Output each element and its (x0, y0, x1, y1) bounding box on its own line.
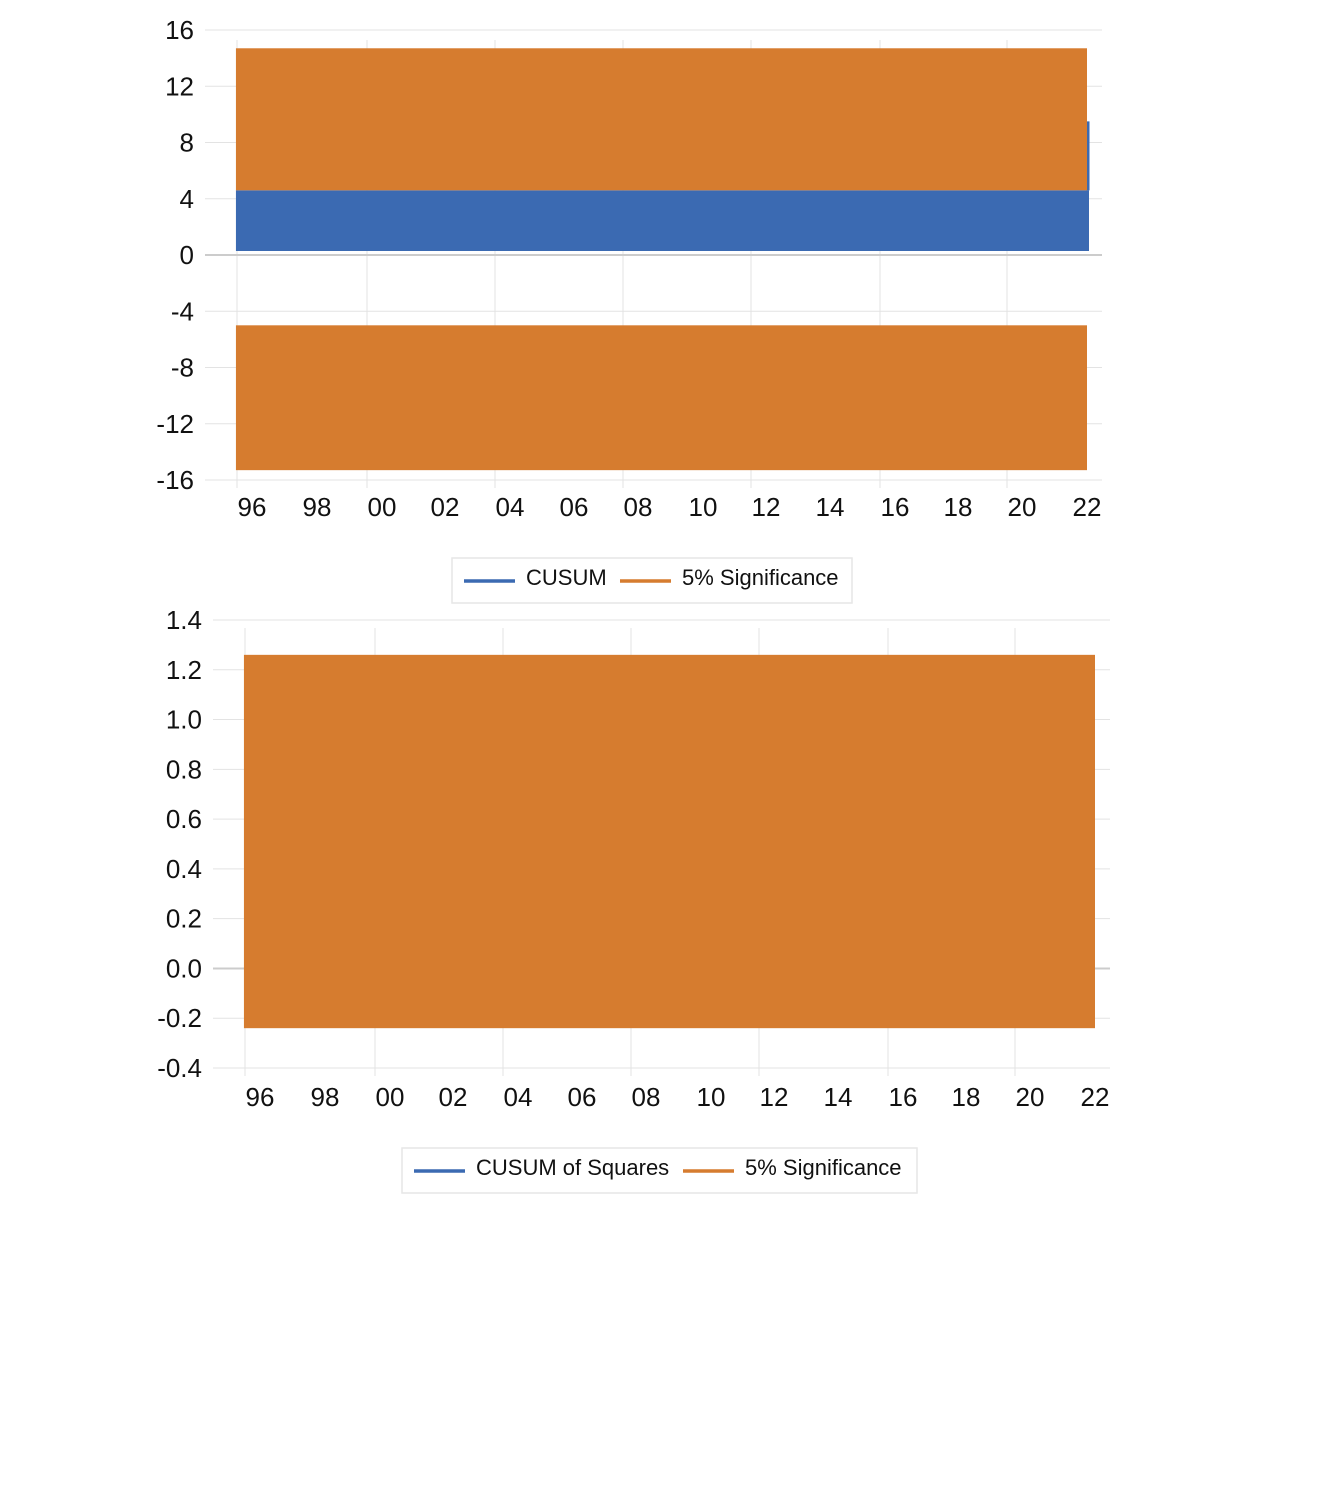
x-tick-label: 10 (689, 492, 718, 522)
y-tick-label: -0.4 (157, 1053, 202, 1083)
x-tick-label: 16 (889, 1082, 918, 1112)
x-tick-label: 14 (824, 1082, 853, 1112)
y-tick-label: -0.2 (157, 1003, 202, 1033)
legend-label-significance: 5% Significance (745, 1155, 902, 1180)
y-axis-ticks: 16 12 8 4 0 -4 -8 -12 -16 (156, 15, 194, 495)
y-tick-label: 16 (165, 15, 194, 45)
x-tick-label: 02 (439, 1082, 468, 1112)
cusum-of-squares-chart: 1.4 1.2 1.0 0.8 0.6 0.4 0.2 0.0 -0.2 -0.4 96 98 00 0… (157, 605, 1110, 1194)
x-tick-label: 02 (431, 492, 460, 522)
y-tick-label: 1.4 (166, 605, 202, 635)
x-tick-label: 10 (697, 1082, 726, 1112)
x-tick-label: 96 (238, 492, 267, 522)
y-tick-label: 1.2 (166, 655, 202, 685)
y-tick-label: 0.6 (166, 804, 202, 834)
y-tick-label: -16 (156, 465, 194, 495)
x-tick-label: 20 (1016, 1082, 1045, 1112)
x-axis-ticks: 96 98 00 02 04 06 08 10 12 14 16 18 20 22 (238, 492, 1102, 522)
x-tick-label: 06 (568, 1082, 597, 1112)
y-tick-label: 12 (165, 71, 194, 101)
cusum-chart: 16 12 8 4 0 -4 -8 -12 -16 96 98 00 02 04 06 08 10 12 14 16… (156, 15, 1102, 604)
x-tick-label: 20 (1008, 492, 1037, 522)
y-tick-label: -8 (171, 353, 194, 383)
legend: CUSUM 5% Significance (451, 557, 853, 604)
legend-label-cusum-of-squares: CUSUM of Squares (476, 1155, 669, 1180)
x-tick-label: 00 (376, 1082, 405, 1112)
y-tick-label: 4 (180, 184, 194, 214)
significance-upper-band (235, 48, 1087, 191)
x-tick-label: 04 (496, 492, 525, 522)
x-tick-label: 98 (303, 492, 332, 522)
significance-band (243, 654, 1095, 1029)
plot-area (235, 48, 1090, 471)
y-tick-label: 0.8 (166, 754, 202, 784)
x-tick-label: 16 (881, 492, 910, 522)
y-tick-label: 0.4 (166, 854, 202, 884)
x-tick-label: 96 (246, 1082, 275, 1112)
x-tick-label: 08 (632, 1082, 661, 1112)
x-tick-label: 14 (816, 492, 845, 522)
y-tick-label: 0 (180, 240, 194, 270)
y-tick-label: 1.0 (166, 705, 202, 735)
cusum-area (235, 190, 1089, 251)
y-tick-label: 0.0 (166, 953, 202, 983)
x-tick-label: 18 (944, 492, 973, 522)
x-tick-label: 22 (1073, 492, 1102, 522)
plot-area (243, 654, 1095, 1029)
x-tick-label: 18 (952, 1082, 981, 1112)
legend-label-cusum: CUSUM (526, 565, 607, 590)
x-axis-ticks: 96 98 00 02 04 06 08 10 12 14 16 18 20 22 (246, 1082, 1110, 1112)
x-tick-label: 08 (624, 492, 653, 522)
y-tick-label: -12 (156, 409, 194, 439)
x-tick-label: 04 (504, 1082, 533, 1112)
y-axis-ticks: 1.4 1.2 1.0 0.8 0.6 0.4 0.2 0.0 -0.2 -0.4 (157, 605, 202, 1083)
legend: CUSUM of Squares 5% Significance (401, 1147, 918, 1194)
x-tick-label: 00 (368, 492, 397, 522)
y-tick-label: 0.2 (166, 904, 202, 934)
x-tick-label: 06 (560, 492, 589, 522)
y-tick-label: -4 (171, 296, 194, 326)
significance-lower-band (235, 325, 1087, 471)
x-tick-label: 98 (311, 1082, 340, 1112)
x-tick-label: 12 (752, 492, 781, 522)
legend-label-significance: 5% Significance (682, 565, 839, 590)
x-tick-label: 12 (760, 1082, 789, 1112)
y-tick-label: 8 (180, 128, 194, 158)
x-tick-label: 22 (1081, 1082, 1110, 1112)
legend-box (401, 1147, 918, 1194)
